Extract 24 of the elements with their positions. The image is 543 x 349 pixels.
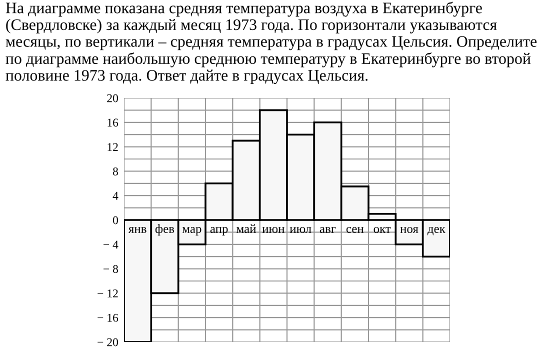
x-tick-label: дек <box>427 226 446 236</box>
x-tick-label: мар <box>182 226 202 236</box>
x-tick-label: сен <box>346 226 364 233</box>
x-tick-label: янв <box>128 227 146 233</box>
x-tick-label: май <box>236 224 256 233</box>
y-tick-label: 20 <box>107 94 118 102</box>
chart-title: На диаграмме показана средняя температура воздуха в Екатеринбурге (Свердловске) за каждый месяц 1973 года. По горизонтали указываются месяцы, по вертикали – средняя температура в градусах Цельсия. Определите по диаграмме наибольшую среднюю температуру в Екатеринбурге во второй половине 1973 года. Ответ дайте в градусах Цельсия. <box>6 2 537 84</box>
x-tick-label: ноя <box>400 226 418 233</box>
y-tick-label: − 12 <box>98 289 118 298</box>
x-tick-label: окт <box>374 226 391 233</box>
y-tick-label: 12 <box>108 143 118 151</box>
y-tick-label: − 8 <box>104 265 118 274</box>
y-tick-label: − 4 <box>104 240 118 248</box>
y-tick-label: 0 <box>112 216 118 224</box>
x-tick-label: июн <box>262 226 284 233</box>
x-tick-label: апр <box>210 226 228 236</box>
y-tick-label: − 16 <box>98 314 118 322</box>
x-tick-label: авг <box>320 226 336 233</box>
y-tick-label: 16 <box>108 118 118 127</box>
y-tick-label: − 20 <box>98 338 118 346</box>
y-tick-label: 4 <box>112 192 118 200</box>
x-tick-label: фев <box>155 224 174 236</box>
y-tick-label: 8 <box>112 167 118 176</box>
x-tick-label: июл <box>290 226 312 233</box>
